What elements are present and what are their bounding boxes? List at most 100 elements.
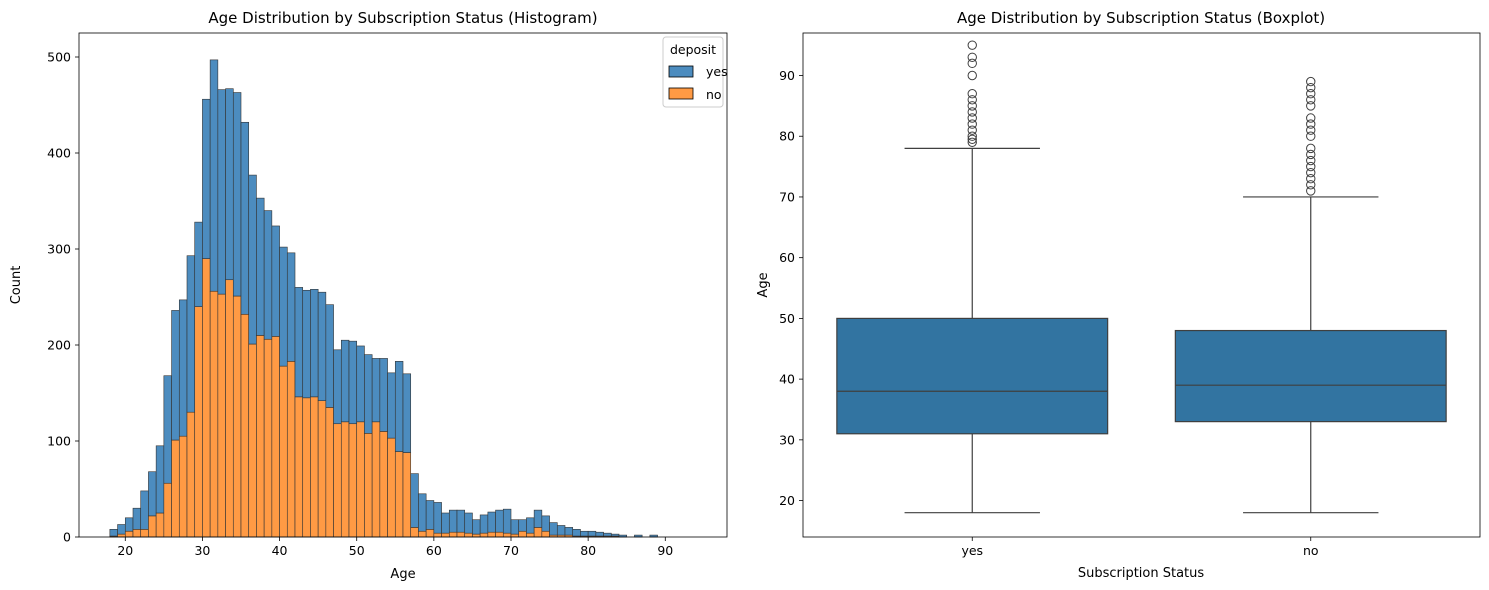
bar-no — [202, 258, 211, 538]
outlier-point — [1306, 149, 1316, 160]
bar-yes — [217, 89, 226, 295]
bar-yes — [155, 445, 165, 514]
bar-no — [441, 532, 450, 538]
bar-no — [225, 279, 234, 538]
bar-yes — [387, 372, 396, 439]
boxplot-chart: Age Distribution by Subscription Status … — [756, 9, 1481, 581]
bar-yes — [603, 532, 612, 537]
bar-yes — [518, 519, 527, 532]
bar-no — [132, 529, 142, 538]
bar-no — [271, 336, 280, 538]
boxplot-y-ticks: 20 30 40 50 60 70 80 90 — [779, 68, 803, 508]
bar-no — [317, 400, 327, 538]
bar-yes — [502, 508, 512, 534]
bar-no — [232, 295, 242, 538]
bar-yes — [240, 121, 250, 315]
histogram-chart: Age Distribution by Subscription Status … — [9, 9, 728, 582]
bar-no — [448, 531, 458, 538]
bar-yes — [209, 59, 219, 292]
bar-yes — [271, 225, 280, 337]
bar-no — [171, 439, 180, 538]
bar-yes — [433, 502, 442, 534]
outlier-point — [1306, 143, 1316, 154]
x-tick-label: 20 — [117, 543, 133, 558]
y-tick-label: 0 — [63, 530, 71, 545]
bar-yes — [256, 197, 265, 336]
bar-no — [178, 435, 188, 538]
bar-no — [124, 530, 134, 538]
box-iqr — [836, 317, 1109, 435]
bar-yes — [510, 519, 520, 535]
legend-title: deposit — [670, 42, 716, 57]
bar-no — [364, 433, 373, 538]
x-tick-label: 80 — [580, 543, 596, 558]
bar-no — [495, 531, 504, 538]
outlier-point — [967, 101, 977, 111]
bar-yes — [472, 519, 481, 535]
outlier-point — [967, 113, 977, 123]
outlier-point — [967, 95, 977, 105]
bar-no — [456, 531, 466, 538]
outlier-point — [967, 58, 977, 69]
bar-no — [240, 313, 250, 538]
outlier-point — [967, 107, 977, 117]
bar-no — [541, 530, 550, 538]
bar-yes — [402, 373, 412, 453]
box-iqr — [1174, 329, 1447, 423]
outlier-point — [1306, 186, 1316, 196]
bar-yes — [279, 246, 288, 367]
bar-yes — [541, 515, 550, 532]
legend-swatch-no — [668, 87, 694, 100]
bar-no — [155, 512, 165, 538]
outlier-point — [1306, 113, 1316, 123]
bar-no — [286, 361, 296, 538]
bar-no — [310, 396, 319, 538]
bar-yes — [464, 512, 473, 534]
bar-yes — [418, 493, 427, 532]
bar-no — [472, 533, 481, 538]
bar-no — [526, 532, 535, 538]
bar-yes — [286, 252, 296, 362]
bar-yes — [132, 507, 142, 530]
bar-no — [302, 397, 311, 538]
legend-swatch-yes — [668, 65, 694, 78]
histogram-y-ticks: 0 100 200 300 400 500 — [47, 50, 79, 545]
y-tick-label: 20 — [779, 493, 795, 508]
y-tick-label: 50 — [779, 311, 795, 326]
bar-no — [371, 421, 381, 538]
bar-yes — [302, 289, 311, 399]
bar-no — [217, 293, 226, 538]
bar-yes — [232, 92, 242, 297]
outlier-point — [967, 89, 977, 99]
bar-yes — [425, 500, 435, 530]
bar-yes — [379, 358, 388, 432]
outlier-point — [967, 70, 977, 81]
bar-no — [140, 529, 149, 538]
outlier-point — [1306, 76, 1316, 87]
outlier-point — [1306, 180, 1316, 190]
bar-no — [294, 396, 304, 538]
bar-yes — [248, 174, 257, 345]
bar-no — [402, 452, 412, 538]
bar-yes — [340, 339, 350, 423]
bar-yes — [587, 530, 597, 537]
x-tick-label: no — [1303, 543, 1319, 558]
bar-no — [248, 343, 257, 538]
outlier-point — [967, 131, 977, 141]
bar-no — [333, 423, 342, 538]
bar-no — [410, 527, 419, 538]
bar-no — [387, 437, 396, 538]
outlier-point — [967, 134, 977, 144]
bar-yes — [317, 291, 327, 401]
bar-no — [510, 533, 520, 538]
x-tick-label: 60 — [426, 543, 442, 558]
bar-yes — [333, 349, 342, 425]
legend-label-no: no — [706, 87, 722, 102]
bar-yes — [194, 221, 203, 307]
bar-yes — [610, 533, 620, 537]
bar-yes — [163, 375, 172, 484]
bar-yes — [580, 530, 589, 537]
outlier-point — [967, 137, 977, 148]
bar-yes — [348, 340, 358, 425]
bar-yes — [202, 98, 211, 259]
